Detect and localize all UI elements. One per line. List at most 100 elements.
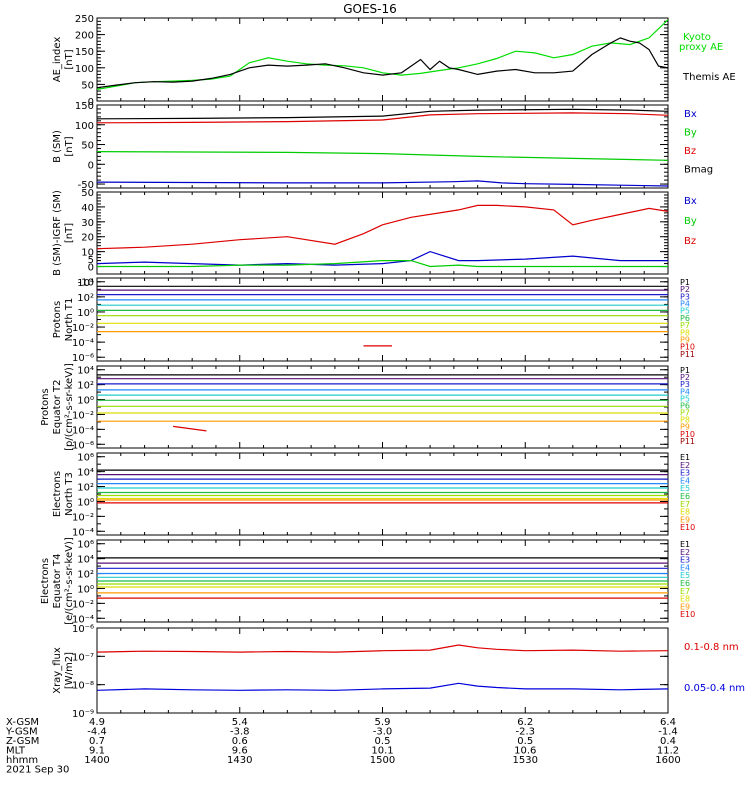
x-row-label: Y-GSM — [5, 727, 38, 738]
y-tick-label: 10⁻⁶ — [72, 353, 94, 364]
legend-label: P2 — [680, 285, 690, 294]
y-tick-label: 10⁻⁷ — [72, 652, 94, 663]
y-axis-label: Xray_flux — [52, 647, 63, 694]
legend-label: E6 — [680, 579, 690, 588]
legend-label: proxy AE — [679, 42, 723, 53]
x-row-value: -3.0 — [373, 727, 393, 738]
legend-label: E10 — [680, 610, 695, 619]
y-tick-label: 40 — [81, 203, 94, 214]
y-tick-label: 0 — [88, 263, 94, 274]
legend-label: By — [684, 216, 697, 227]
legend-label: P1 — [680, 278, 690, 287]
panel-frame — [96, 452, 669, 536]
y-axis-label: Equator T4 — [52, 554, 63, 609]
x-row-value: 6.2 — [517, 717, 533, 728]
y-tick-label: 50 — [81, 188, 94, 199]
x-row-label: MLT — [6, 746, 26, 757]
y-tick-label: 50 — [81, 80, 94, 91]
y-axis-label: [p/(cm²-s-sr-keV)] — [64, 363, 75, 451]
y-tick-label: 10⁴ — [77, 555, 94, 566]
legend-label: E3 — [680, 556, 690, 565]
x-row-value: 10.1 — [371, 746, 393, 757]
x-row-value: -4.4 — [87, 727, 107, 738]
legend-label: P8 — [680, 328, 690, 337]
y-tick-label: -50 — [78, 180, 94, 191]
x-row-value: 0.4 — [660, 736, 676, 747]
y-axis-label: North T1 — [64, 298, 75, 342]
series-line-by — [97, 260, 668, 268]
y-minor-label: -10 — [78, 277, 94, 288]
x-row-value: 0.5 — [375, 736, 391, 747]
y-tick-label: 10² — [77, 483, 94, 494]
y-tick-label: 10⁻⁴ — [72, 338, 94, 349]
x-row-value: 5.4 — [232, 717, 248, 728]
legend-label: E8 — [680, 508, 690, 517]
legend-label: P4 — [680, 300, 690, 309]
y-tick-label: 100 — [75, 121, 94, 132]
y-tick-label: 10⁴ — [77, 278, 94, 289]
legend-label: Bz — [684, 236, 696, 247]
x-row-value: 9.6 — [232, 746, 248, 757]
y-tick-label: 150 — [75, 47, 94, 58]
x-axis-annotations: X-GSM 4.9 5.4 5.9 6.2 6.4 Y-GSM -4.4 -3.8 -3.0 -2.… — [5, 717, 681, 776]
y-tick-label: 10⁶ — [77, 540, 94, 551]
y-tick-label: 10⁰ — [77, 396, 94, 407]
legend-label: P7 — [680, 409, 690, 418]
legend-label: E5 — [680, 571, 690, 580]
legend-label: P10 — [680, 343, 695, 352]
legend-label: P11 — [680, 350, 695, 359]
series-line-0-1-0-8-nm — [97, 644, 668, 653]
y-tick-label: 0 — [88, 97, 94, 108]
y-tick-label: 0 — [88, 160, 94, 171]
panel-7: 10⁶ 10⁴ 10² 10⁰ 10⁻² 10⁻⁴ Electrons Equator T4[… — [40, 537, 695, 625]
y-tick-label: 10⁻⁴ — [72, 614, 94, 625]
x-row-value: 9.1 — [89, 746, 105, 757]
y-axis-label: [nT] — [64, 49, 75, 69]
y-tick-label: 10² — [77, 381, 94, 392]
x-row-value: 0.7 — [89, 736, 105, 747]
legend-label: P6 — [680, 401, 690, 410]
y-tick-label: 150 — [75, 101, 94, 112]
y-tick-label: 10⁻² — [72, 512, 94, 523]
series-line-p10 — [173, 425, 207, 432]
series-line-bz — [97, 112, 668, 124]
x-row-label: Z-GSM — [6, 736, 39, 747]
y-tick-label: 10⁻⁹ — [72, 709, 94, 720]
y-axis-label: North T3 — [64, 472, 75, 516]
y-tick-label: 10 — [81, 248, 94, 259]
legend-label: P9 — [680, 423, 690, 432]
x-row-value: 11.2 — [657, 746, 679, 757]
legend-label: P1 — [680, 366, 690, 375]
series-line-bx — [97, 250, 668, 266]
y-tick-label: 50 — [81, 141, 94, 152]
series-line-bx — [97, 180, 668, 187]
legend-label: E4 — [680, 476, 690, 485]
y-tick-label: 250 — [75, 14, 94, 25]
legend-label: P2 — [680, 373, 690, 382]
legend-label: E1 — [680, 540, 690, 549]
x-row-value: 5.9 — [375, 717, 391, 728]
panel-frame — [96, 104, 669, 189]
legend-label: E7 — [680, 500, 690, 509]
x-row-value: -3.8 — [230, 727, 250, 738]
x-row-value: 1530 — [513, 755, 538, 766]
y-tick-label: 10² — [77, 570, 94, 581]
y-tick-label: 10⁰ — [77, 584, 94, 595]
series-line-bz — [97, 204, 668, 250]
y-axis-label: B (SM)-IGRF (SM) — [52, 190, 63, 276]
y-tick-label: 10⁰ — [77, 497, 94, 508]
panel-frame — [96, 627, 669, 714]
y-tick-label: 10⁶ — [77, 453, 94, 464]
y-axis-label: Equator T2 — [52, 380, 63, 435]
legend-label: P4 — [680, 387, 690, 396]
y-tick-label: 10⁰ — [77, 308, 94, 319]
legend-label: P3 — [680, 380, 690, 389]
y-tick-label: 10⁻⁶ — [72, 440, 94, 451]
series-line-themis-ae — [97, 37, 668, 89]
legend-label: E7 — [680, 587, 690, 596]
y-tick-label: 30 — [81, 218, 94, 229]
